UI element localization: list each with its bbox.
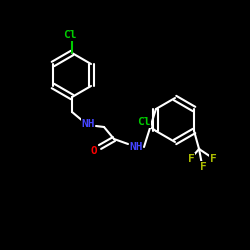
Text: F: F (188, 154, 194, 164)
Text: NH: NH (129, 142, 143, 152)
Text: Cl: Cl (137, 117, 151, 127)
Text: F: F (200, 162, 206, 172)
Text: Cl: Cl (63, 30, 77, 40)
Text: NH: NH (81, 119, 95, 129)
Text: O: O (90, 146, 98, 156)
Text: F: F (210, 154, 216, 164)
